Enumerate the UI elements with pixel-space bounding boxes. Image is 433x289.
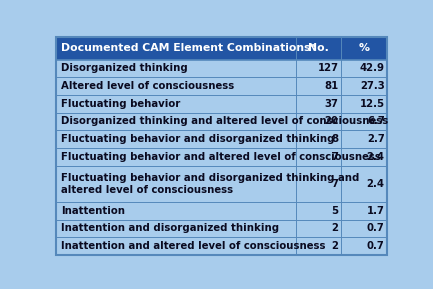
Text: Inattention and disorganized thinking: Inattention and disorganized thinking (61, 223, 279, 234)
Text: Fluctuating behavior and disorganized thinking: Fluctuating behavior and disorganized th… (61, 134, 334, 144)
Text: Disorganized thinking and altered level of consciousness: Disorganized thinking and altered level … (61, 116, 388, 127)
Text: Inattention: Inattention (61, 206, 125, 216)
Bar (56, 220, 388, 237)
Text: 127: 127 (317, 64, 338, 73)
Text: Fluctuating behavior: Fluctuating behavior (61, 99, 180, 109)
Bar (56, 202, 388, 220)
Text: 20: 20 (324, 116, 338, 127)
Text: 0.7: 0.7 (367, 241, 385, 251)
Text: Documented CAM Element Combinationsᵃ: Documented CAM Element Combinationsᵃ (61, 43, 315, 53)
Text: 27.3: 27.3 (360, 81, 385, 91)
Text: 2.7: 2.7 (367, 134, 385, 144)
Text: Disorganized thinking: Disorganized thinking (61, 64, 187, 73)
Text: 8: 8 (331, 134, 338, 144)
Bar (56, 113, 388, 130)
Bar (56, 95, 388, 113)
Bar (56, 148, 388, 166)
Text: 2: 2 (331, 223, 338, 234)
Text: Fluctuating behavior and disorganized thinking and
altered level of consciousnes: Fluctuating behavior and disorganized th… (61, 173, 359, 195)
Text: 81: 81 (324, 81, 338, 91)
Text: 2: 2 (331, 241, 338, 251)
Bar (56, 166, 388, 202)
Text: 1.7: 1.7 (367, 206, 385, 216)
Text: Inattention and altered level of consciousness: Inattention and altered level of conscio… (61, 241, 325, 251)
Bar (56, 77, 388, 95)
Bar (56, 60, 388, 77)
Text: 7: 7 (332, 179, 338, 189)
Bar (56, 130, 388, 148)
Text: Fluctuating behavior and altered level of consciousness: Fluctuating behavior and altered level o… (61, 152, 381, 162)
Text: %: % (359, 43, 370, 53)
Text: 6.7: 6.7 (367, 116, 385, 127)
Text: 5: 5 (331, 206, 338, 216)
Text: 7: 7 (332, 152, 338, 162)
Text: 2.4: 2.4 (367, 179, 385, 189)
Text: 2.4: 2.4 (367, 152, 385, 162)
Text: 12.5: 12.5 (359, 99, 385, 109)
Text: 0.7: 0.7 (367, 223, 385, 234)
Text: No.: No. (308, 43, 329, 53)
Text: 37: 37 (324, 99, 338, 109)
Bar (56, 237, 388, 255)
Text: 42.9: 42.9 (360, 64, 385, 73)
Text: Altered level of consciousness: Altered level of consciousness (61, 81, 234, 91)
Bar (56, 37, 388, 60)
